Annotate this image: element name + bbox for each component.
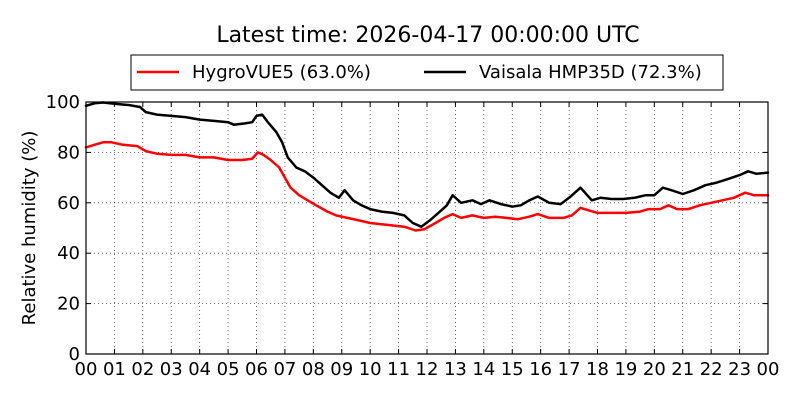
- x-tick-label: 00: [75, 359, 98, 380]
- x-tick-label: 02: [131, 359, 154, 380]
- series-line-vaisala: [84, 101, 770, 228]
- x-tick-label: 19: [614, 359, 637, 380]
- x-tick-label: 05: [217, 359, 240, 380]
- y-tick-label: 80: [57, 142, 80, 163]
- x-tick-label: 13: [444, 359, 467, 380]
- x-tick-label: 14: [472, 359, 495, 380]
- y-tick-label: 20: [57, 294, 80, 315]
- series-line-hygrovue5: [84, 141, 770, 232]
- x-tick-label: 09: [330, 359, 353, 380]
- x-tick-label: 10: [359, 359, 382, 380]
- x-tick-label: 22: [700, 359, 723, 380]
- legend: HygroVUE5 (63.0%) Vaisala HMP35D (72.3%): [130, 54, 724, 91]
- x-tick-label: 15: [501, 359, 524, 380]
- x-tick-label: 04: [188, 359, 211, 380]
- x-tick-label: 16: [529, 359, 552, 380]
- x-tick-label: 08: [302, 359, 325, 380]
- x-tick-labels: 00 01 02 03 04 05 06 07 08 09 10 11 12 13 14 15 16 17 18 19…: [75, 359, 780, 380]
- grid: [86, 102, 768, 354]
- chart-title: Latest time: 2026-04-17 00:00:00 UTC: [216, 23, 639, 48]
- legend-label-hygrovue5: HygroVUE5 (63.0%): [192, 62, 371, 83]
- x-tick-label: 07: [273, 359, 296, 380]
- x-tick-label: 23: [728, 359, 751, 380]
- y-tick-label: 60: [57, 193, 80, 214]
- x-tick-label: 18: [586, 359, 609, 380]
- x-tick-label: 20: [643, 359, 666, 380]
- x-tick-label: 17: [558, 359, 581, 380]
- y-axis-label: Relative humidity (%): [19, 131, 40, 326]
- y-tick-label: 0: [69, 344, 80, 365]
- x-tick-label: 11: [387, 359, 410, 380]
- x-tick-label: 01: [103, 359, 126, 380]
- y-tick-label: 100: [46, 92, 80, 113]
- x-tick-label: 12: [416, 359, 439, 380]
- y-tick-label: 40: [57, 243, 80, 264]
- x-tick-label: 00: [757, 359, 780, 380]
- x-tick-label: 06: [245, 359, 268, 380]
- x-tick-label: 21: [671, 359, 694, 380]
- y-tick-labels: 0 20 40 60 80 100: [46, 92, 80, 365]
- x-tick-label: 03: [160, 359, 183, 380]
- legend-label-vaisala: Vaisala HMP35D (72.3%): [479, 62, 702, 83]
- series-layer: [84, 101, 770, 232]
- ticks: [85, 101, 769, 355]
